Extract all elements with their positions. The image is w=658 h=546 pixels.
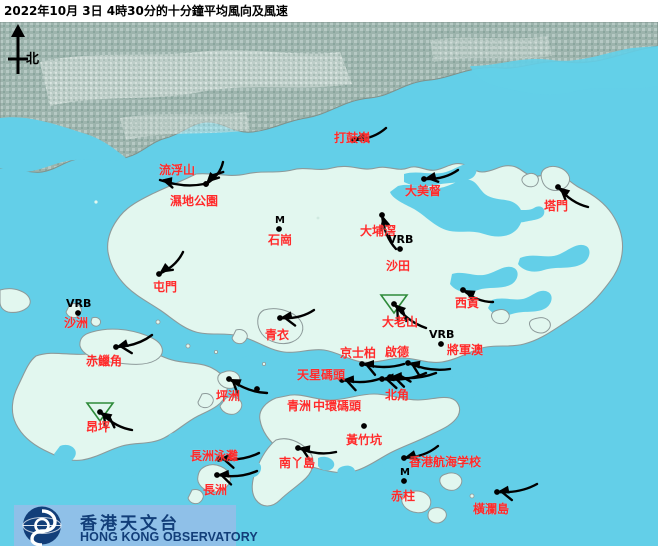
station-marker[interactable]	[397, 246, 403, 252]
wind-barb	[461, 288, 495, 304]
station-marker[interactable]	[359, 361, 365, 367]
station-marker[interactable]	[387, 374, 393, 380]
wind-barb	[227, 377, 269, 395]
station-marker[interactable]	[295, 445, 301, 451]
station-marker[interactable]	[379, 376, 385, 382]
wind-barb	[114, 333, 154, 355]
station-label-21: 北角	[385, 388, 410, 402]
station-marker[interactable]	[75, 310, 81, 316]
wind-barb	[402, 444, 440, 461]
wind-barb	[352, 126, 388, 143]
logo-chinese-text: 香港天文台	[80, 514, 180, 534]
station-label-12: 西貢	[455, 296, 480, 310]
station-label-13: 大老山	[382, 315, 419, 329]
station-marker[interactable]	[214, 472, 220, 478]
station-label-19: 青洲	[287, 399, 312, 413]
station-label-26: 南丫島	[279, 456, 316, 470]
north-label: 北	[26, 52, 40, 67]
station-label-16: 啟德	[385, 345, 410, 359]
station-marker[interactable]	[438, 341, 444, 347]
gale-triangle-icon	[85, 402, 115, 423]
station-marker[interactable]	[276, 226, 282, 232]
station-label-14: 青衣	[265, 328, 290, 342]
station-marker[interactable]	[113, 344, 119, 350]
station-label-23: 長洲泳灘	[190, 449, 239, 463]
wind-barb	[217, 451, 261, 469]
station-marker[interactable]	[156, 271, 162, 277]
station-marker[interactable]	[379, 212, 385, 218]
station-label-3: 石崗	[268, 233, 293, 247]
station-label-7: 昂坪	[86, 420, 111, 434]
variable-wind-marker: VRB	[66, 297, 92, 310]
station-label-17: 將軍澳	[447, 343, 484, 357]
wind-barb	[379, 213, 398, 251]
wind-barb	[360, 360, 406, 376]
wind-barb	[98, 410, 134, 432]
station-label-29: 橫瀾島	[473, 502, 510, 516]
station-label-20: 中環碼頭	[313, 399, 362, 413]
wind-barb	[296, 445, 338, 462]
wind-barb	[215, 469, 259, 486]
station-label-22: 坪洲	[216, 389, 241, 403]
station-marker[interactable]	[401, 455, 407, 461]
station-label-9: 塔門	[544, 199, 569, 213]
wind-barb	[340, 375, 384, 392]
station-label-15: 京士柏	[340, 346, 377, 360]
station-label-2: 濕地公園	[170, 194, 219, 208]
station-label-4: 屯門	[153, 280, 178, 294]
gale-triangle-icon	[379, 294, 409, 315]
variable-wind-marker: VRB	[388, 233, 414, 246]
wind-barb	[158, 177, 206, 189]
station-label-27: 香港航海学校	[409, 455, 482, 469]
station-label-25: 黃竹坑	[346, 433, 383, 447]
wind-barb	[422, 168, 460, 183]
station-label-1: 流浮山	[159, 163, 196, 177]
wind-barb-layer	[75, 126, 590, 502]
title-bar: 2022年10月 3日 4時30分的十分鐘平均風向及風速	[0, 0, 658, 22]
variable-wind-marker: VRB	[429, 328, 455, 341]
station-label-5: 沙洲	[64, 316, 89, 330]
station-label-10: 大埔滘	[360, 224, 397, 238]
station-marker[interactable]	[216, 456, 222, 462]
manual-station-marker: M	[400, 467, 410, 478]
map-geography	[0, 22, 658, 546]
station-marker[interactable]	[339, 377, 345, 383]
wind-barb	[495, 482, 539, 502]
hko-swirl-logo-icon	[22, 506, 62, 546]
station-marker[interactable]	[361, 423, 367, 429]
station-marker[interactable]	[391, 301, 397, 307]
station-marker[interactable]	[203, 181, 209, 187]
station-label-18: 天星碼頭	[297, 368, 346, 382]
station-marker[interactable]	[460, 287, 466, 293]
wind-barb	[157, 250, 185, 276]
station-label-6: 赤鱲角	[86, 354, 123, 368]
station-marker[interactable]	[494, 489, 500, 495]
wind-barb	[406, 360, 452, 377]
station-label-0: 打鼓嶺	[334, 131, 371, 145]
map-canvas[interactable]: 北 打鼓嶺流浮山濕地公園石崗 M 屯門沙洲 VRB 赤鱲角昂坪 大美督塔門大埔滘沙田 VRB…	[0, 22, 658, 546]
station-marker[interactable]	[555, 184, 561, 190]
station-marker[interactable]	[351, 137, 357, 143]
page-title: 2022年10月 3日 4時30分的十分鐘平均風向及風速	[4, 4, 288, 18]
station-marker[interactable]	[277, 315, 283, 321]
station-marker[interactable]	[97, 409, 103, 415]
wind-barb	[204, 160, 225, 186]
station-label-28: 赤柱	[391, 489, 416, 503]
station-marker[interactable]	[405, 360, 411, 366]
station-marker[interactable]	[421, 176, 427, 182]
manual-station-marker: M	[275, 215, 285, 226]
wind-barb	[392, 302, 428, 330]
north-arrow-icon	[8, 24, 28, 74]
station-marker[interactable]	[226, 376, 232, 382]
hko-logo: 香港天文台 HONG KONG OBSERVATORY	[14, 505, 258, 546]
station-label-11: 沙田	[386, 259, 411, 273]
station-label-24: 長洲	[203, 483, 228, 497]
wind-barb	[556, 185, 590, 209]
logo-english-text: HONG KONG OBSERVATORY	[80, 530, 258, 544]
station-marker[interactable]	[401, 478, 407, 484]
station-marker[interactable]	[254, 386, 260, 392]
wind-barb	[278, 308, 316, 327]
station-label-8: 大美督	[405, 184, 442, 198]
